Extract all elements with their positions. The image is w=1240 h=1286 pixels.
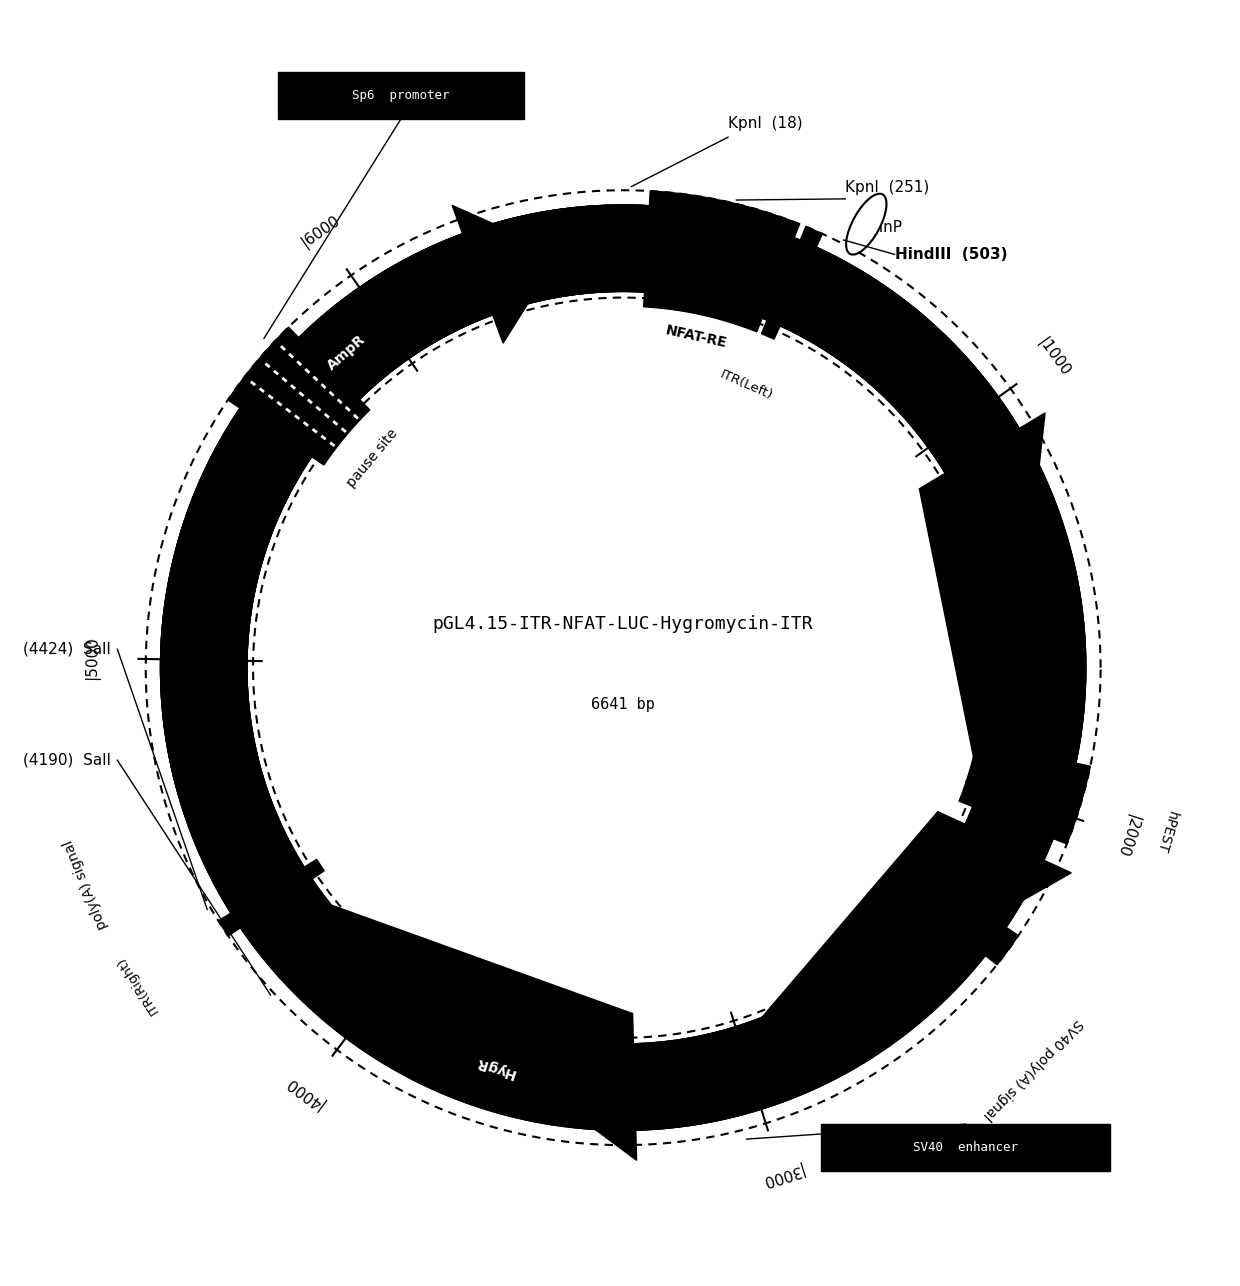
Text: AmpR: AmpR — [325, 332, 368, 373]
Text: HygR: HygR — [472, 1055, 516, 1080]
Polygon shape — [160, 204, 1086, 1130]
Text: pGL4.15-ITR-NFAT-LUC-Hygromycin-ITR: pGL4.15-ITR-NFAT-LUC-Hygromycin-ITR — [433, 616, 813, 634]
Text: ITR(Right): ITR(Right) — [114, 953, 161, 1016]
Text: HindIII  (503): HindIII (503) — [894, 247, 1007, 262]
Text: |1000: |1000 — [1034, 336, 1073, 379]
Text: poly(A) signal: poly(A) signal — [61, 838, 110, 931]
Text: Sp6  promoter: Sp6 promoter — [352, 89, 450, 102]
Text: |2000: |2000 — [1112, 811, 1141, 859]
Polygon shape — [160, 204, 1086, 1160]
Text: (4424)  SalI: (4424) SalI — [24, 642, 112, 657]
Ellipse shape — [846, 194, 887, 255]
Text: ITR(Left): ITR(Left) — [718, 368, 775, 403]
Text: 6641 bp: 6641 bp — [591, 697, 655, 712]
Text: |5000: |5000 — [84, 637, 102, 680]
Text: NFAT-RE: NFAT-RE — [665, 323, 729, 350]
Polygon shape — [644, 192, 800, 332]
FancyBboxPatch shape — [821, 1124, 1111, 1172]
Polygon shape — [160, 204, 1086, 1078]
Polygon shape — [959, 742, 1090, 844]
Polygon shape — [160, 204, 1045, 1130]
Polygon shape — [179, 206, 559, 562]
Text: KpnI  (251): KpnI (251) — [846, 180, 930, 195]
Text: (4190)  SalI: (4190) SalI — [24, 752, 112, 768]
Text: |4000: |4000 — [283, 1073, 327, 1111]
Text: minP: minP — [864, 220, 903, 234]
Text: pause site: pause site — [343, 427, 401, 490]
Text: SV40  enhancer: SV40 enhancer — [913, 1141, 1018, 1154]
Polygon shape — [761, 226, 822, 340]
Text: KpnI  (18): KpnI (18) — [728, 116, 802, 131]
Polygon shape — [228, 327, 370, 466]
FancyBboxPatch shape — [278, 72, 525, 118]
Polygon shape — [906, 871, 1018, 964]
Polygon shape — [218, 859, 324, 936]
Text: SV40 poly(A) signal: SV40 poly(A) signal — [981, 1016, 1085, 1123]
Text: |3000: |3000 — [759, 1160, 805, 1188]
Text: |6000: |6000 — [299, 212, 343, 251]
Text: hPEST: hPEST — [1153, 809, 1179, 854]
